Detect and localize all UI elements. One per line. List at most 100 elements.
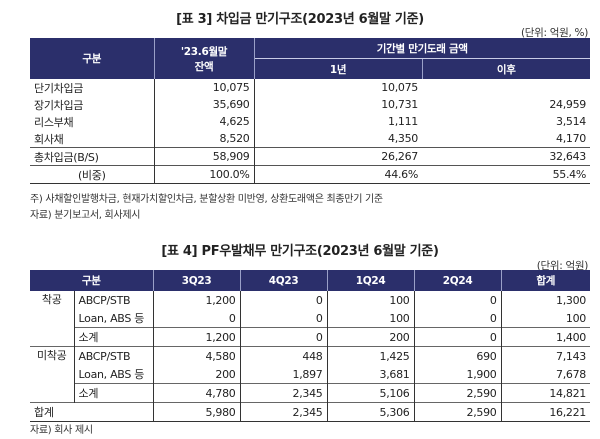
table3-title: [표 3] 차입금 만기구조(2023년 6월말 기준) [176,12,424,27]
row-label: 합계 [30,402,154,422]
value-cell: 1,200 [153,327,241,347]
value-cell: 100 [327,309,415,328]
after-cell: 24,959 [549,98,587,111]
value-cell: 14,821 [501,383,591,403]
balance-cell: 100.0% [154,165,255,184]
within-1y-cell: 4,350 [388,132,418,145]
row-label: 회사채 [30,130,155,148]
value-cell: 5,306 [327,402,415,422]
value-cell: 200 [153,365,241,384]
value-cell: 0 [414,309,502,328]
value-cell: 0 [414,291,502,309]
total-row: 총차입금(B/S) 58,909 26,267 32,643 [30,147,591,166]
within-1y-cell: 1,111 [388,115,418,128]
header-category: 구분 [30,270,154,291]
subtotal-row: 소계 4,780 2,345 5,106 2,590 14,821 [30,383,591,403]
row-label: 장기차입금 [30,96,155,113]
value-cell: 7,678 [556,367,587,381]
value-cell: 0 [153,309,241,328]
value-cell: 0 [414,327,502,347]
row-label: 단기차입금 [30,79,155,96]
value-cell: 1,400 [501,327,591,347]
value-cell: 5,106 [327,383,415,403]
table3-source: 자료) 분기보고서, 회사제시 [30,210,141,221]
balance-cell: 4,625 [154,113,255,130]
value-cell: 100 [565,311,587,325]
row-label: Loan, ABS 등 [74,365,154,384]
balance-cell: 8,520 [154,130,255,148]
row-label: ABCP/STB [74,346,154,365]
group-label: 미착공 [30,346,75,384]
grand-total-row: 합계 5,980 2,345 5,306 2,590 16,221 [30,402,591,422]
row-label: 총차입금(B/S) [30,147,155,166]
header-3q23: 3Q23 [153,270,241,291]
value-cell: 200 [327,327,415,347]
header-category: 구분 [30,38,155,79]
value-cell: 5,980 [153,402,241,422]
header-within-1y: 1년 [254,58,423,79]
within-1y-cell: 10,075 [381,81,418,94]
value-cell: 3,681 [327,365,415,384]
value-cell: 16,221 [501,402,591,422]
header-balance-line2: 잔액 [194,60,214,73]
header-1q24: 1Q24 [327,270,415,291]
value-cell: 1,425 [327,346,415,365]
balance-cell: 10,075 [154,79,255,96]
after-cell [422,79,590,96]
value-cell: 690 [414,346,502,365]
within-1y-cell: 44.6% [254,165,422,184]
after-cell: 3,514 [556,115,587,128]
header-4q23: 4Q23 [240,270,328,291]
value-cell: 2,590 [414,383,502,403]
table-row: 회사채 8,520 4,350 4,170 [30,130,590,148]
value-cell: 100 [327,291,415,309]
table-row: 리스부채 4,625 1,111 3,514 [30,113,590,130]
within-1y-cell: 10,731 [381,98,418,111]
value-cell: 4,580 [153,346,241,365]
value-cell: 4,780 [153,383,241,403]
table-row: 장기차입금 35,690 10,731 24,959 [30,96,590,113]
header-maturity-group: 기간별 만기도래 금액 [254,38,591,59]
row-label: Loan, ABS 등 [74,309,154,328]
group-label: 착공 [30,291,75,328]
after-cell: 55.4% [422,165,591,184]
value-cell: 2,345 [240,402,328,422]
value-cell: 0 [240,327,328,347]
value-cell: 2,345 [240,383,328,403]
borrowings-maturity-table: 구분 '23.6월말 잔액 기간별 만기도래 금액 1년 이후 단기차입금 10… [30,38,591,184]
value-cell: 7,143 [501,346,591,365]
header-balance-line1: '23.6월말 [180,45,228,58]
header-2q24: 2Q24 [414,270,502,291]
balance-cell: 58,909 [154,147,255,166]
value-cell: 0 [240,291,328,309]
row-label: (비중) [30,165,155,184]
table4-unit: (단위: 억원) [536,260,589,272]
table-row: Loan, ABS 등 0 0 100 0 100 [30,309,590,328]
table-row: Loan, ABS 등 200 1,897 3,681 1,900 7,678 [30,365,590,384]
group-spacer [30,383,75,403]
row-label: 소계 [74,383,154,403]
value-cell: 1,900 [414,365,502,384]
value-cell: 448 [240,346,328,365]
group-spacer [30,327,75,347]
table3-unit: (단위: 억원, %) [520,27,588,39]
row-label: ABCP/STB [74,291,154,309]
table4-source: 자료) 회사 제시 [30,425,93,436]
table3-footnote: 주) 사채할인발행차금, 현재가치할인차금, 분할상환 미반영, 상환도래액은 … [30,194,383,205]
table-row: 단기차입금 10,075 10,075 [30,79,590,96]
value-cell: 1,897 [240,365,328,384]
value-cell: 1,300 [556,293,587,307]
header-balance: '23.6월말 잔액 [154,38,255,79]
balance-cell: 35,690 [154,96,255,113]
after-cell: 4,170 [556,132,587,145]
header-after: 이후 [422,58,591,79]
ratio-row: (비중) 100.0% 44.6% 55.4% [30,165,591,184]
within-1y-cell: 26,267 [254,147,422,166]
row-label: 리스부채 [30,113,155,130]
value-cell: 2,590 [414,402,502,422]
value-cell: 0 [240,309,328,328]
header-total: 합계 [501,270,591,291]
row-label: 소계 [74,327,154,347]
value-cell: 1,200 [153,291,241,309]
after-cell: 32,643 [422,147,591,166]
